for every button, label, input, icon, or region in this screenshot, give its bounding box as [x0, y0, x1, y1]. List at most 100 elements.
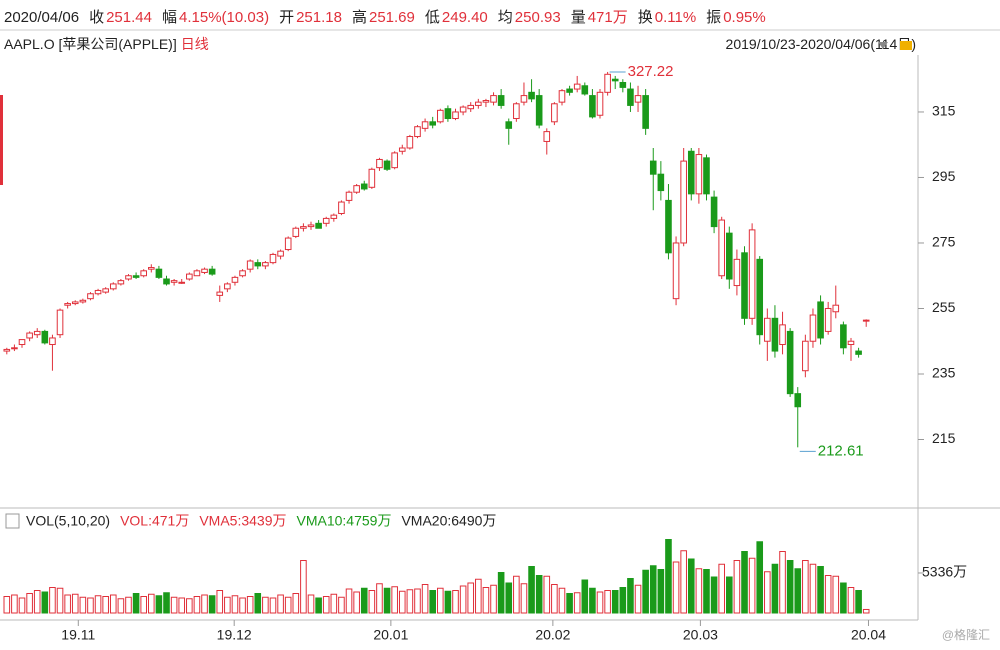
volume-bar [634, 584, 642, 614]
volume-bar [132, 593, 140, 614]
candle-body [497, 95, 505, 106]
candle-body [710, 196, 718, 228]
candle-body [786, 330, 794, 395]
panel-toggle[interactable] [5, 513, 20, 529]
candle-body [558, 90, 566, 103]
volume-bar [193, 596, 201, 614]
volume-bar [665, 539, 672, 614]
date-range[interactable]: 2019/10/23-2020/04/06(114日) [725, 36, 916, 52]
vol-tick-label: 5336万 [922, 564, 967, 580]
quote-header: 2020/04/06 收 251.44 幅 4.15%(10.03) 开 251.18 高 25… [4, 6, 776, 27]
volume-bar [505, 582, 513, 614]
candle-body [733, 258, 741, 287]
candle-body [246, 260, 254, 270]
x-tick-label: 20.03 [683, 627, 718, 643]
volume-bar [41, 591, 49, 614]
volume-bar [330, 593, 338, 614]
volume-bar [246, 596, 254, 614]
candle-body [832, 304, 840, 313]
volume-bar [687, 558, 695, 614]
candle-body [611, 78, 619, 82]
volume-bar [186, 598, 193, 614]
candle-body [208, 268, 216, 275]
annotation: 327.22 [628, 63, 674, 80]
candle-body [26, 332, 33, 339]
candle-body [513, 103, 520, 120]
candle-body [535, 95, 543, 126]
volume-bar [170, 596, 178, 614]
candle-body [224, 283, 231, 290]
volume-bar [482, 587, 490, 614]
x-tick-label: 20.01 [373, 627, 408, 643]
candle-body [505, 121, 513, 129]
candle-body [840, 324, 847, 349]
volume-bar [611, 590, 619, 614]
candle-body [178, 281, 186, 284]
y-tick-label: 215 [932, 430, 956, 446]
candle-body [360, 183, 368, 190]
symbol-name: AAPL.O [苹果公司(APPLE)] [4, 36, 177, 52]
candle-body [824, 307, 832, 332]
dropdown-icon[interactable] [878, 42, 888, 49]
volume-bar [148, 593, 155, 614]
candle-body [649, 160, 657, 175]
candle-body [254, 262, 262, 267]
side-marker [0, 95, 3, 185]
candle-body [368, 168, 376, 188]
candle-body [520, 95, 528, 103]
volume-bar [64, 594, 71, 614]
volume-bar [360, 587, 368, 614]
period[interactable]: 日线 [180, 36, 209, 52]
lock-icon[interactable] [900, 41, 912, 50]
candle-body [117, 280, 125, 285]
candle-body [672, 242, 680, 300]
candle-body [437, 109, 444, 123]
candle-body [741, 252, 748, 319]
volume-bar [695, 568, 703, 614]
volume-bar [840, 582, 847, 614]
candle-body [193, 270, 201, 277]
x-tick-label: 20.04 [851, 627, 886, 643]
volume-bar [604, 590, 611, 614]
volume-bar [3, 596, 11, 614]
volume-bar [437, 587, 444, 614]
x-tick-label: 19.12 [217, 627, 252, 643]
volume-bar [756, 541, 764, 614]
candle-body [307, 224, 315, 228]
volume-bar [855, 590, 862, 614]
volume-bar [589, 587, 596, 614]
volume-bar [573, 592, 581, 614]
candle-body [231, 276, 239, 283]
candle-body [338, 201, 345, 215]
volume-bar [315, 597, 322, 614]
candle-body [665, 199, 672, 254]
candle-body [627, 88, 634, 106]
candle-body [300, 226, 307, 229]
candle-body [277, 250, 284, 257]
candle-body [490, 95, 497, 103]
volume-bar [862, 608, 870, 614]
volume-bar [254, 593, 262, 614]
volume-bar [543, 575, 551, 614]
candle-body [11, 347, 18, 350]
volume-bar [657, 569, 665, 614]
volume-bar [292, 593, 300, 614]
watermark: @格隆汇 [942, 627, 990, 642]
candle-body [421, 121, 429, 129]
candle-body [186, 273, 193, 280]
candle-body [71, 301, 79, 305]
candle-body [581, 85, 589, 95]
candle-body [94, 289, 102, 295]
volume-bar [847, 587, 855, 614]
volume-bar [535, 575, 543, 614]
candle-body [315, 222, 322, 229]
volume-bar [649, 565, 657, 614]
candle-body [779, 324, 786, 346]
header-label: 振 [706, 9, 722, 26]
candle-body [528, 91, 535, 100]
candle-body [596, 91, 604, 116]
candle-body [543, 131, 551, 142]
candle-body [809, 314, 817, 342]
header-label: 均 [497, 9, 513, 26]
